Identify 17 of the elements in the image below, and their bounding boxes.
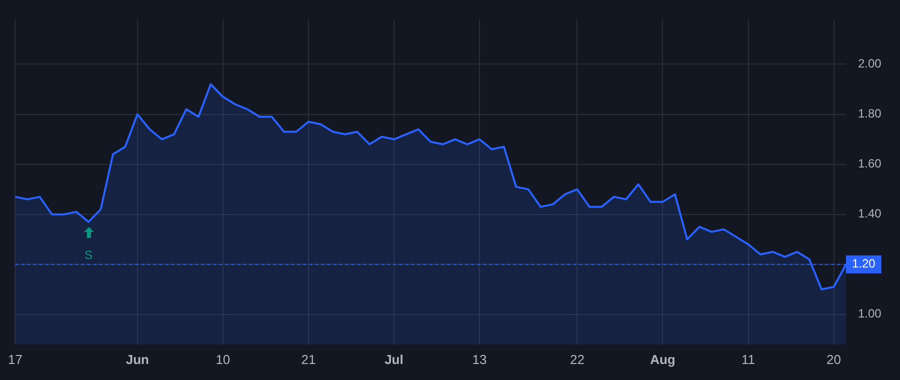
y-tick-label: 1.60 [858, 156, 882, 171]
x-tick-label: Aug [650, 352, 676, 367]
ref-line-label: 1.20 [852, 256, 876, 271]
x-tick-label: Jun [126, 352, 150, 367]
annotation: S [84, 248, 93, 262]
y-tick-label: 2.00 [858, 56, 882, 71]
y-tick-label: 1.00 [858, 306, 882, 321]
y-tick-label: 1.40 [858, 206, 882, 221]
x-tick-label: 11 [742, 352, 756, 367]
x-tick-label: 21 [301, 352, 316, 367]
y-tick-label: 1.80 [858, 106, 882, 121]
x-tick-label: Jul [384, 352, 404, 367]
x-tick-label: 17 [8, 352, 22, 367]
x-tick-label: 22 [570, 352, 584, 367]
x-tick-label: 10 [216, 352, 230, 367]
x-tick-label: 20 [826, 352, 842, 367]
x-tick-label: 13 [472, 352, 487, 367]
